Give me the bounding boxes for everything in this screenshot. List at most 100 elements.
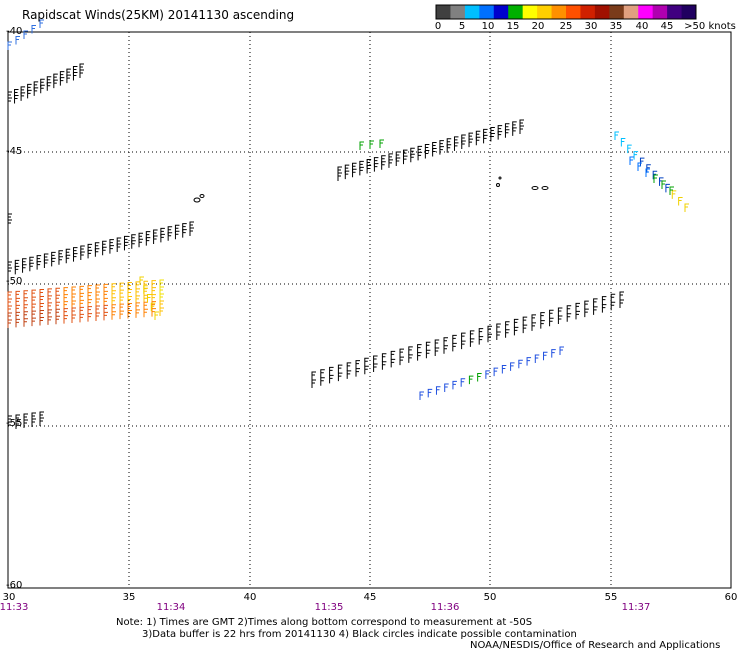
wind-barb	[601, 304, 607, 313]
wind-barb	[7, 91, 12, 100]
wind-barb	[15, 297, 20, 307]
wind-barb	[7, 421, 12, 430]
wind-barb	[47, 295, 52, 304]
y-tick-label: -50	[6, 276, 23, 287]
wind-barb	[645, 168, 650, 177]
legend-label: 45	[660, 21, 674, 32]
wind-barb	[478, 328, 484, 337]
wind-barb	[36, 261, 42, 270]
legend-swatch	[450, 5, 466, 19]
wind-barb	[434, 339, 440, 348]
wind-barb	[39, 288, 44, 298]
wind-barb	[526, 357, 532, 366]
wind-barb	[143, 308, 148, 318]
wind-barb	[443, 337, 448, 346]
wind-barb	[452, 380, 457, 390]
wind-barb	[20, 92, 26, 101]
wind-barb	[619, 299, 624, 308]
wind-barb	[127, 296, 132, 305]
time-label: 11:35	[314, 602, 344, 613]
wind-barb	[633, 151, 639, 160]
wind-barb	[7, 305, 12, 314]
wind-barb	[22, 264, 27, 273]
wind-barb	[55, 315, 60, 325]
wind-barb	[87, 292, 92, 301]
wind-barb	[103, 290, 108, 300]
wind-barb	[23, 304, 28, 313]
wind-barb	[23, 30, 28, 39]
wind-barb	[87, 249, 93, 259]
wind-barb	[593, 298, 598, 307]
legend-label: 30	[584, 21, 598, 32]
wind-barb	[73, 253, 78, 262]
wind-barb	[95, 312, 100, 322]
wind-barb	[7, 319, 12, 328]
wind-barb	[373, 157, 379, 166]
wind-barb	[381, 155, 386, 164]
wind-barb	[346, 362, 352, 371]
wind-barb	[584, 300, 589, 310]
wind-barb	[7, 41, 12, 50]
wind-barb	[417, 151, 423, 161]
wind-barb	[352, 162, 357, 172]
wind-barb	[71, 307, 76, 316]
wind-barb	[381, 353, 387, 362]
wind-barb	[123, 235, 129, 245]
wind-barb	[39, 309, 44, 319]
wind-barb	[23, 311, 28, 320]
wind-barb	[549, 317, 554, 327]
wind-barb	[311, 379, 316, 388]
wind-barb	[14, 265, 20, 275]
wind-barb	[39, 302, 44, 312]
wind-barb	[143, 294, 148, 304]
wind-barb	[504, 129, 510, 138]
wind-barb	[111, 304, 116, 313]
wind-barb	[63, 287, 68, 296]
wind-barb	[31, 289, 36, 299]
wind-barb	[522, 316, 528, 326]
wind-barb	[446, 144, 452, 153]
wind-barb	[15, 311, 20, 321]
wind-barb	[629, 156, 634, 165]
wind-barb	[131, 240, 136, 249]
wind-barb	[395, 151, 401, 160]
wind-barb	[337, 372, 343, 382]
legend-label: >50 knots	[684, 21, 736, 32]
wind-barb	[31, 25, 36, 34]
wind-barb	[72, 72, 78, 81]
wind-barb	[364, 365, 369, 375]
wind-barb	[540, 312, 545, 321]
contamination-circle	[199, 194, 205, 198]
wind-barb	[119, 303, 124, 313]
wind-barb	[87, 306, 92, 315]
wind-barb	[469, 338, 475, 347]
wind-barb	[665, 183, 670, 193]
wind-barb	[320, 377, 325, 386]
wind-barb	[111, 283, 116, 292]
wind-barb	[446, 138, 452, 147]
legend-swatch	[609, 5, 625, 19]
wind-barb	[95, 291, 100, 301]
wind-barb	[639, 157, 645, 167]
wind-barb	[39, 295, 44, 305]
y-tick-label: -55	[6, 418, 23, 429]
wind-barb	[87, 313, 92, 322]
wind-barb	[95, 298, 100, 308]
wind-barb	[14, 88, 19, 98]
wind-barb	[15, 414, 20, 423]
wind-barb	[145, 237, 151, 246]
wind-barb	[522, 324, 528, 334]
wind-barb	[103, 311, 108, 321]
wind-barb	[7, 97, 12, 106]
legend-swatch	[652, 5, 668, 19]
wind-barb	[575, 302, 580, 312]
wind-barb	[427, 388, 433, 398]
wind-barb	[66, 74, 71, 84]
legend-label: 0	[434, 21, 442, 32]
wind-barb	[311, 371, 316, 380]
wind-barb	[540, 320, 545, 329]
wind-barb	[490, 127, 495, 136]
wind-barb	[501, 365, 507, 374]
wind-barb	[355, 360, 360, 369]
wind-barb	[496, 323, 501, 332]
